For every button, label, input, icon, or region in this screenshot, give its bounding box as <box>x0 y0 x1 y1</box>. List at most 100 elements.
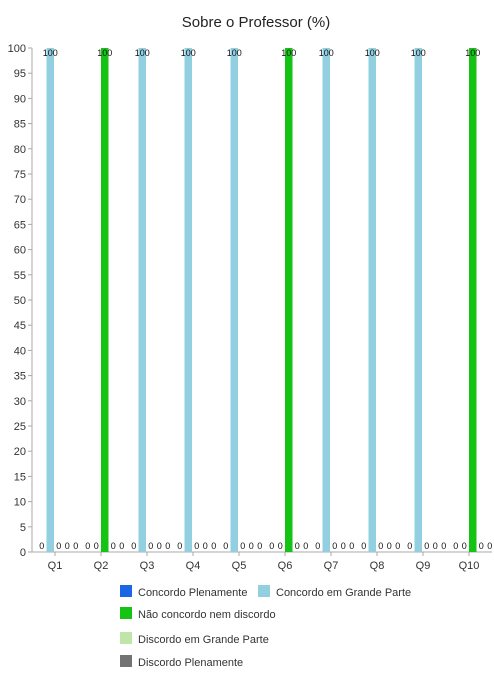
y-tick-label: 10 <box>14 497 26 509</box>
y-tick-label: 60 <box>14 245 26 257</box>
legend-label[interactable]: Discordo em Grande Parte <box>138 634 269 646</box>
data-label: 100 <box>227 48 242 58</box>
data-label: 0 <box>85 541 90 551</box>
data-label: 0 <box>395 541 400 551</box>
data-label: 0 <box>341 541 346 551</box>
y-tick-label: 65 <box>14 219 26 231</box>
data-label: 0 <box>295 541 300 551</box>
bar[interactable] <box>285 48 293 552</box>
data-label: 100 <box>181 48 196 58</box>
legend-label[interactable]: Concordo em Grande Parte <box>276 587 411 599</box>
data-label: 0 <box>479 541 484 551</box>
legend-swatch[interactable] <box>120 655 132 667</box>
data-label: 0 <box>303 541 308 551</box>
data-label: 0 <box>177 541 182 551</box>
data-label: 0 <box>249 541 254 551</box>
x-tick-label: Q6 <box>278 560 293 572</box>
data-label: 0 <box>119 541 124 551</box>
y-tick-label: 70 <box>14 194 26 206</box>
x-tick-label: Q5 <box>232 560 247 572</box>
data-label: 0 <box>453 541 458 551</box>
data-label: 0 <box>278 541 283 551</box>
bar[interactable] <box>46 48 55 552</box>
data-label: 0 <box>39 541 44 551</box>
data-label: 100 <box>135 48 150 58</box>
data-label: 0 <box>65 541 70 551</box>
data-label: 100 <box>465 48 480 58</box>
x-tick-label: Q2 <box>94 560 109 572</box>
data-label: 0 <box>387 541 392 551</box>
data-label: 0 <box>111 541 116 551</box>
y-tick-label: 80 <box>14 144 26 156</box>
y-tick-label: 50 <box>14 295 26 307</box>
y-tick-label: 30 <box>14 396 26 408</box>
bar[interactable] <box>414 48 423 552</box>
legend-label[interactable]: Não concordo nem discordo <box>138 609 276 621</box>
data-label: 0 <box>211 541 216 551</box>
data-label: 0 <box>407 541 412 551</box>
bar[interactable] <box>368 48 377 552</box>
data-label: 0 <box>131 541 136 551</box>
bar[interactable] <box>101 48 109 552</box>
y-tick-label: 0 <box>20 547 26 559</box>
data-label: 0 <box>424 541 429 551</box>
legend-swatch[interactable] <box>120 607 132 619</box>
x-tick-label: Q1 <box>48 560 63 572</box>
bar[interactable] <box>138 48 147 552</box>
data-label: 0 <box>257 541 262 551</box>
bar[interactable] <box>469 48 477 552</box>
data-label: 0 <box>361 541 366 551</box>
y-tick-label: 85 <box>14 119 26 131</box>
data-label: 100 <box>365 48 380 58</box>
y-tick-label: 90 <box>14 93 26 105</box>
y-tick-label: 95 <box>14 68 26 80</box>
bars <box>46 48 477 552</box>
data-label: 0 <box>194 541 199 551</box>
chart-title: Sobre o Professor (%) <box>182 14 330 31</box>
data-label: 0 <box>148 541 153 551</box>
y-tick-label: 20 <box>14 446 26 458</box>
legend[interactable]: Concordo Plenamente Concordo em Grande Pa… <box>120 585 411 669</box>
y-tick-label: 15 <box>14 471 26 483</box>
x-tick-label: Q9 <box>416 560 431 572</box>
data-label: 100 <box>97 48 112 58</box>
data-label: 0 <box>441 541 446 551</box>
bar[interactable] <box>230 48 239 552</box>
legend-swatch[interactable] <box>120 585 132 597</box>
legend-label[interactable]: Concordo Plenamente <box>138 587 247 599</box>
data-label: 0 <box>56 541 61 551</box>
data-label: 100 <box>281 48 296 58</box>
data-label: 0 <box>315 541 320 551</box>
y-tick-label: 35 <box>14 371 26 383</box>
data-label: 0 <box>433 541 438 551</box>
x-tick-label: Q4 <box>186 560 201 572</box>
bar[interactable] <box>322 48 331 552</box>
x-tick-label: Q7 <box>324 560 339 572</box>
data-label: 0 <box>332 541 337 551</box>
y-tick-label: 75 <box>14 169 26 181</box>
x-tick-label: Q10 <box>459 560 480 572</box>
data-label: 100 <box>319 48 334 58</box>
data-label: 100 <box>43 48 58 58</box>
bar[interactable] <box>184 48 193 552</box>
y-tick-label: 55 <box>14 270 26 282</box>
data-label: 0 <box>378 541 383 551</box>
y-tick-label: 45 <box>14 320 26 332</box>
x-tick-label: Q8 <box>370 560 385 572</box>
x-tick-label: Q3 <box>140 560 155 572</box>
legend-label[interactable]: Discordo Plenamente <box>138 657 243 669</box>
legend-swatch[interactable] <box>258 585 270 597</box>
data-label: 100 <box>411 48 426 58</box>
y-tick-label: 100 <box>8 43 26 55</box>
y-tick-label: 25 <box>14 421 26 433</box>
y-tick-label: 40 <box>14 345 26 357</box>
data-label: 0 <box>73 541 78 551</box>
data-label: 0 <box>223 541 228 551</box>
data-label: 0 <box>462 541 467 551</box>
y-tick-label: 5 <box>20 522 26 534</box>
data-label: 0 <box>240 541 245 551</box>
legend-swatch[interactable] <box>120 632 132 644</box>
data-label: 0 <box>165 541 170 551</box>
